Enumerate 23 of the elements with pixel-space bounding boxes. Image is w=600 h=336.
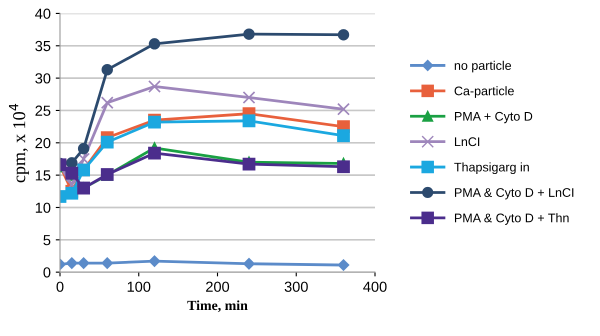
y-tick-label: 0 (43, 267, 50, 278)
legend-label: LnCI (454, 137, 480, 146)
legend-label: PMA + Cyto D (454, 112, 532, 124)
x-axis-title: Time, min (187, 300, 248, 312)
y-tick-label: 30 (35, 73, 50, 84)
y-tick-label: 40 (35, 8, 50, 19)
legend-label: Thapsigarg in (454, 162, 529, 174)
y-axis-title: cpm, x 10$^{4}$ (8, 104, 29, 182)
legend-label: PMA & Cyto D + Thn (454, 213, 569, 225)
y-tick-label: 5 (43, 235, 50, 246)
y-tick-label: 15 (36, 170, 50, 181)
y-tick-label: 35 (35, 40, 50, 52)
x-tick-label: 100 (128, 282, 150, 292)
legend-label: Ca-particle (454, 86, 514, 98)
x-tick-label: 400 (363, 282, 387, 292)
x-tick-label: 0 (56, 282, 64, 292)
legend-label: no particle (454, 60, 512, 72)
y-tick-label: 20 (35, 138, 50, 148)
y-tick-label: 25 (35, 106, 50, 116)
legend-label: PMA & Cyto D + LnCI (454, 188, 574, 200)
x-tick-label: 300 (284, 282, 308, 292)
y-tick-label: 10 (36, 202, 50, 213)
x-tick-label: 200 (206, 282, 230, 292)
